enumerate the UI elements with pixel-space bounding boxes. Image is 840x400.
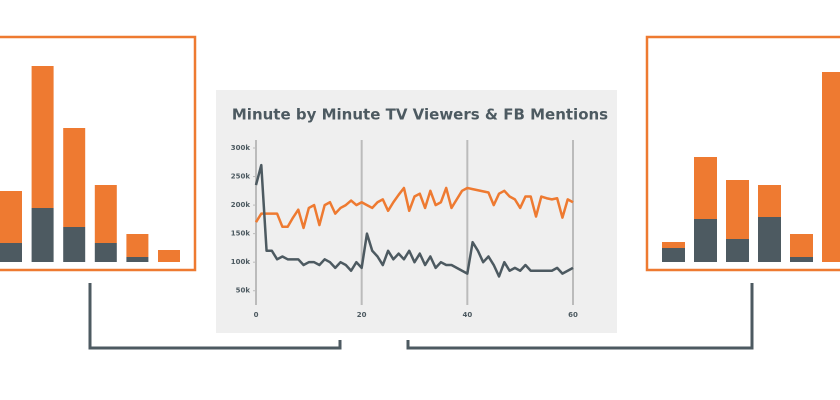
y-tick-label: 150k bbox=[231, 230, 251, 238]
bar-segment bbox=[31, 208, 54, 262]
x-tick-label: 60 bbox=[568, 311, 578, 319]
bar-segment bbox=[63, 227, 86, 262]
bar-segment bbox=[63, 128, 86, 227]
bar-segment bbox=[0, 191, 22, 243]
bar-segment bbox=[662, 248, 685, 262]
center-panel bbox=[216, 90, 617, 333]
connector bbox=[406, 283, 754, 350]
x-tick-label: 0 bbox=[254, 311, 259, 319]
y-tick-label: 250k bbox=[231, 173, 251, 181]
bar-segment bbox=[758, 185, 781, 217]
bar-segment bbox=[822, 72, 840, 262]
line bbox=[254, 186, 574, 230]
bar-segment bbox=[31, 66, 54, 208]
bar-segment bbox=[726, 239, 749, 262]
connector bbox=[88, 283, 342, 350]
y-tick-label: 50k bbox=[236, 287, 251, 295]
bar-segment bbox=[694, 157, 717, 219]
bar-segment bbox=[790, 234, 813, 257]
bar-segment bbox=[158, 250, 180, 262]
y-tick-label: 200k bbox=[231, 201, 251, 209]
bar-segment bbox=[790, 257, 813, 262]
bar-segment bbox=[662, 242, 685, 248]
y-tick-label: 300k bbox=[231, 144, 251, 152]
line bbox=[254, 163, 574, 278]
bar-segment bbox=[694, 219, 717, 262]
x-tick-label: 20 bbox=[357, 311, 367, 319]
right-panel bbox=[645, 35, 840, 272]
chart-title: Minute by Minute TV Viewers & FB Mention… bbox=[232, 106, 608, 124]
bar-segment bbox=[0, 243, 22, 262]
y-tick-label: 100k bbox=[231, 258, 251, 266]
x-tick-label: 40 bbox=[462, 311, 472, 319]
left-panel bbox=[0, 35, 197, 272]
bar-segment bbox=[126, 234, 149, 257]
bar-segment bbox=[726, 180, 749, 239]
bar-segment bbox=[126, 257, 149, 262]
bar-segment bbox=[94, 185, 117, 243]
bar-segment bbox=[758, 217, 781, 262]
bar-segment bbox=[94, 243, 117, 262]
